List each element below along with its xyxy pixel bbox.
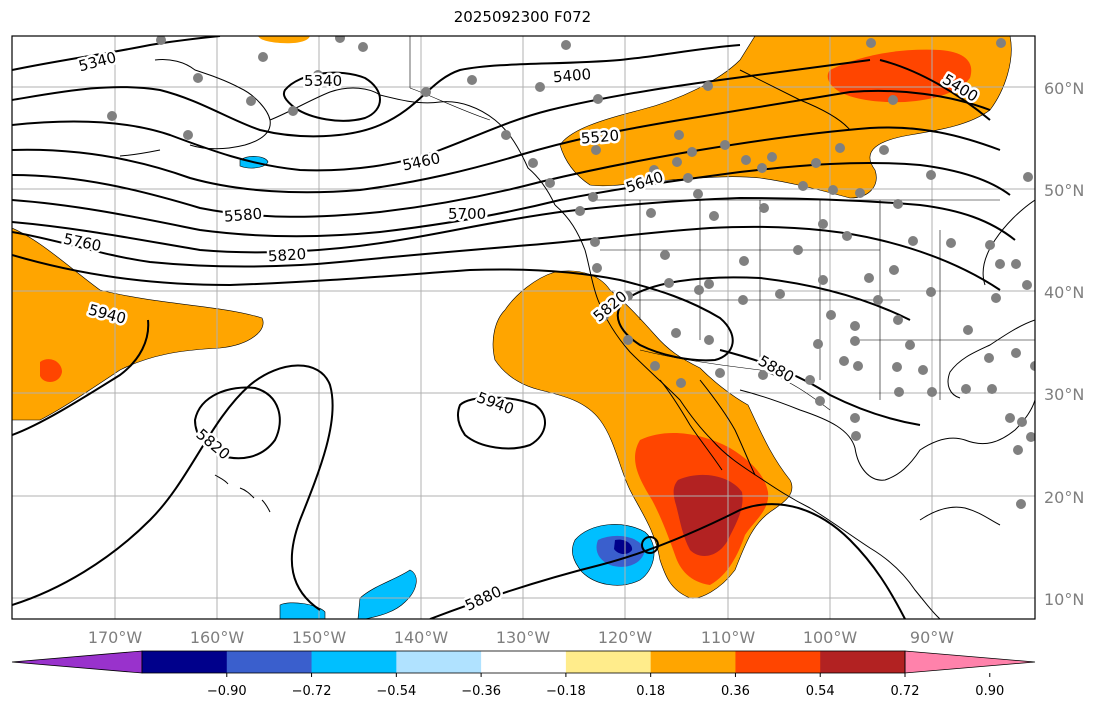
contour-label-5520: 5520	[580, 126, 620, 147]
lon-label-100w: 100°W	[803, 628, 858, 647]
lat-label-10n: 10°N	[1044, 590, 1084, 609]
height-contours	[12, 36, 1016, 619]
colorbar-segment	[226, 651, 313, 673]
contour-label-5580: 5580	[223, 205, 263, 226]
colorbar-tick-label: 0.72	[891, 684, 920, 699]
colorbar-tick-label: 0.54	[806, 684, 835, 699]
coastlines	[119, 59, 1035, 619]
colorbar-segment	[650, 651, 736, 673]
lon-label-110w: 110°W	[701, 628, 756, 647]
contour-5520	[12, 89, 991, 194]
station-dots	[107, 36, 1035, 509]
map-title: 2025092300 F072	[453, 8, 592, 26]
colorbar-tick-label: −0.36	[461, 684, 501, 699]
contour-label-5820-north: 5820	[267, 245, 306, 266]
colorbar-segment	[565, 651, 652, 673]
colorbar-segment	[396, 651, 482, 673]
colorbar-segment	[142, 651, 228, 673]
colorbar-tick-label: 0.36	[721, 684, 750, 699]
contour-5820-hawaii	[193, 386, 281, 460]
contour-5580	[12, 126, 1001, 218]
contour-5820-north	[12, 254, 911, 362]
lon-label-170w: 170°W	[88, 628, 143, 647]
colorbar-tick-label: 0.18	[636, 684, 665, 699]
anomaly-orange-west	[12, 227, 264, 421]
anomaly-red-west	[40, 359, 62, 382]
colorbar-segment	[481, 651, 567, 673]
lat-label-50n: 50°N	[1044, 181, 1084, 200]
contour-label-5400: 5400	[552, 65, 592, 86]
lon-label-160w: 160°W	[190, 628, 245, 647]
contour-label-5340-low: 5340	[304, 72, 342, 90]
lon-label-90w: 90°W	[910, 628, 954, 647]
anomaly-darkred-main	[673, 474, 743, 556]
colorbar-segment	[311, 651, 397, 673]
colorbar-tick-label: −0.90	[207, 684, 247, 699]
latitude-labels: 60°N 50°N 40°N 30°N 20°N 10°N	[1044, 79, 1084, 609]
lat-label-60n: 60°N	[1044, 79, 1084, 98]
positive-anomaly-shading	[12, 36, 1012, 599]
contour-5340-low	[282, 71, 381, 122]
lat-label-30n: 30°N	[1044, 385, 1084, 404]
gridlines	[12, 36, 1035, 619]
colorbar-frame	[141, 650, 906, 674]
contour-5640	[12, 161, 1011, 238]
colorbar-tick-label: −0.54	[376, 684, 416, 699]
anomaly-red-north	[827, 49, 972, 103]
colorbar-tick-label: −0.72	[292, 684, 332, 699]
anomaly-darkblue-east-pacific	[614, 539, 633, 555]
contour-5940-west	[12, 319, 150, 436]
colorbar-extend-low	[11, 650, 143, 674]
colorbar-segment	[735, 651, 821, 673]
anomaly-orange-topleft	[258, 36, 310, 44]
contour-5880-south	[429, 503, 906, 619]
contour-5940-mid	[456, 396, 546, 450]
colorbar-extend-high	[904, 650, 1036, 674]
map-frame	[11, 35, 1036, 620]
contour-5340	[12, 36, 221, 71]
lon-label-150w: 150°W	[292, 628, 347, 647]
contour-5880-ring	[12, 364, 334, 611]
colorbar: −0.90 −0.72 −0.54 −0.36 −0.18 0.18 0.36 0.54 0.7…	[11, 650, 1036, 699]
contour-5400-east	[879, 59, 991, 121]
colorbar-tick-label: −0.18	[546, 684, 586, 699]
colorbar-tick-label: 0.90	[975, 684, 1004, 699]
lon-label-130w: 130°W	[496, 628, 551, 647]
contour-5760	[12, 225, 1001, 291]
longitude-labels: 170°W 160°W 150°W 140°W 130°W 120°W 110°…	[88, 628, 954, 647]
contour-label-5700: 5700	[448, 205, 486, 223]
negative-anomaly-shading	[239, 156, 655, 619]
anomaly-blue-south2	[357, 569, 417, 619]
contour-5880-east	[719, 349, 921, 426]
lat-label-40n: 40°N	[1044, 283, 1084, 302]
lon-label-140w: 140°W	[394, 628, 449, 647]
contour-5460	[12, 59, 871, 172]
lon-label-120w: 120°W	[598, 628, 653, 647]
contour-closed-low	[641, 536, 659, 554]
colorbar-segment	[820, 651, 906, 673]
lat-label-20n: 20°N	[1044, 488, 1084, 507]
contour-5400	[12, 44, 741, 138]
